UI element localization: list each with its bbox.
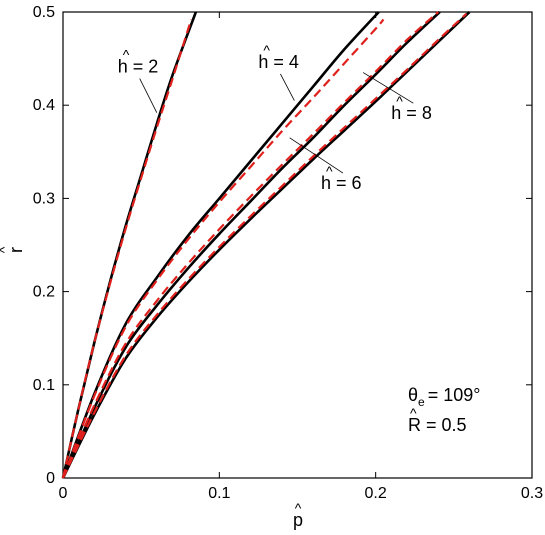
- series-dashed-h8: [62, 13, 468, 479]
- series-dashed-h2: [61, 19, 193, 479]
- series-layer: [61, 11, 471, 479]
- y-tick-label: 0.5: [33, 4, 55, 21]
- curve-label-hat: ^: [396, 93, 403, 109]
- curve-label: h = 6: [321, 173, 362, 193]
- series-solid-h8: [61, 11, 471, 479]
- theta-value: = 109°: [428, 385, 481, 405]
- curve-label: h = 2: [118, 57, 159, 77]
- svg-text:^: ^: [0, 246, 12, 253]
- curve-label-hat: ^: [123, 47, 130, 63]
- y-tick-label: 0.3: [33, 190, 55, 207]
- series-solid-h2: [61, 11, 198, 479]
- x-tick-label: 0.3: [521, 485, 543, 502]
- theta-symbol: θ: [408, 385, 418, 405]
- curve-label-pointer: [362, 72, 414, 104]
- x-tick-label: 0.1: [208, 485, 230, 502]
- y-tick-label: 0.2: [33, 284, 55, 301]
- x-axis-label-text: p: [293, 510, 303, 530]
- y-axis-label: ^ r: [0, 246, 26, 253]
- curve-label: h = 4: [258, 52, 299, 72]
- svg-text:^: ^: [410, 405, 417, 421]
- x-tick-label: 0.2: [365, 485, 387, 502]
- curve-label-hat: ^: [263, 42, 270, 58]
- curve-label-hat: ^: [326, 163, 333, 179]
- y-axis-label-text: r: [6, 247, 26, 253]
- curve-label-pointer: [139, 78, 158, 113]
- series-dashed-h6: [61, 11, 439, 479]
- r-parameter: R = 0.5: [408, 415, 467, 435]
- series-dashed-h4: [61, 18, 385, 479]
- curve-labels: ^h = 2^h = 4^h = 6^h = 8: [118, 42, 432, 193]
- y-tick-label: 0.4: [33, 97, 55, 114]
- series-solid-h6: [61, 11, 441, 479]
- x-axis-label: ^ p: [293, 500, 303, 530]
- plot-frame: [62, 11, 533, 479]
- axis-ticks: 0 0.1 0.2 0.3 0 0.1 0.2 0.3 0.4 0.5: [33, 4, 543, 502]
- svg-text:^: ^: [295, 500, 302, 516]
- plot-area: 0 0.1 0.2 0.300.10.20.30.40.5 ^h = 2^h = 4^…: [33, 4, 543, 502]
- parameter-annotation: θe = 109° ^ R = 0.5: [408, 385, 480, 435]
- x-tick-label: 0: [59, 485, 68, 502]
- y-tick-label: 0.1: [33, 377, 55, 394]
- theta-subscript: e: [418, 395, 425, 409]
- curve-label-pointer: [280, 73, 295, 101]
- curve-label-pointer: [289, 137, 344, 174]
- curve-label: h = 8: [391, 103, 432, 123]
- y-tick-label: 0: [46, 470, 55, 487]
- svg-text:θe= 109°: θe = 109°: [408, 385, 480, 409]
